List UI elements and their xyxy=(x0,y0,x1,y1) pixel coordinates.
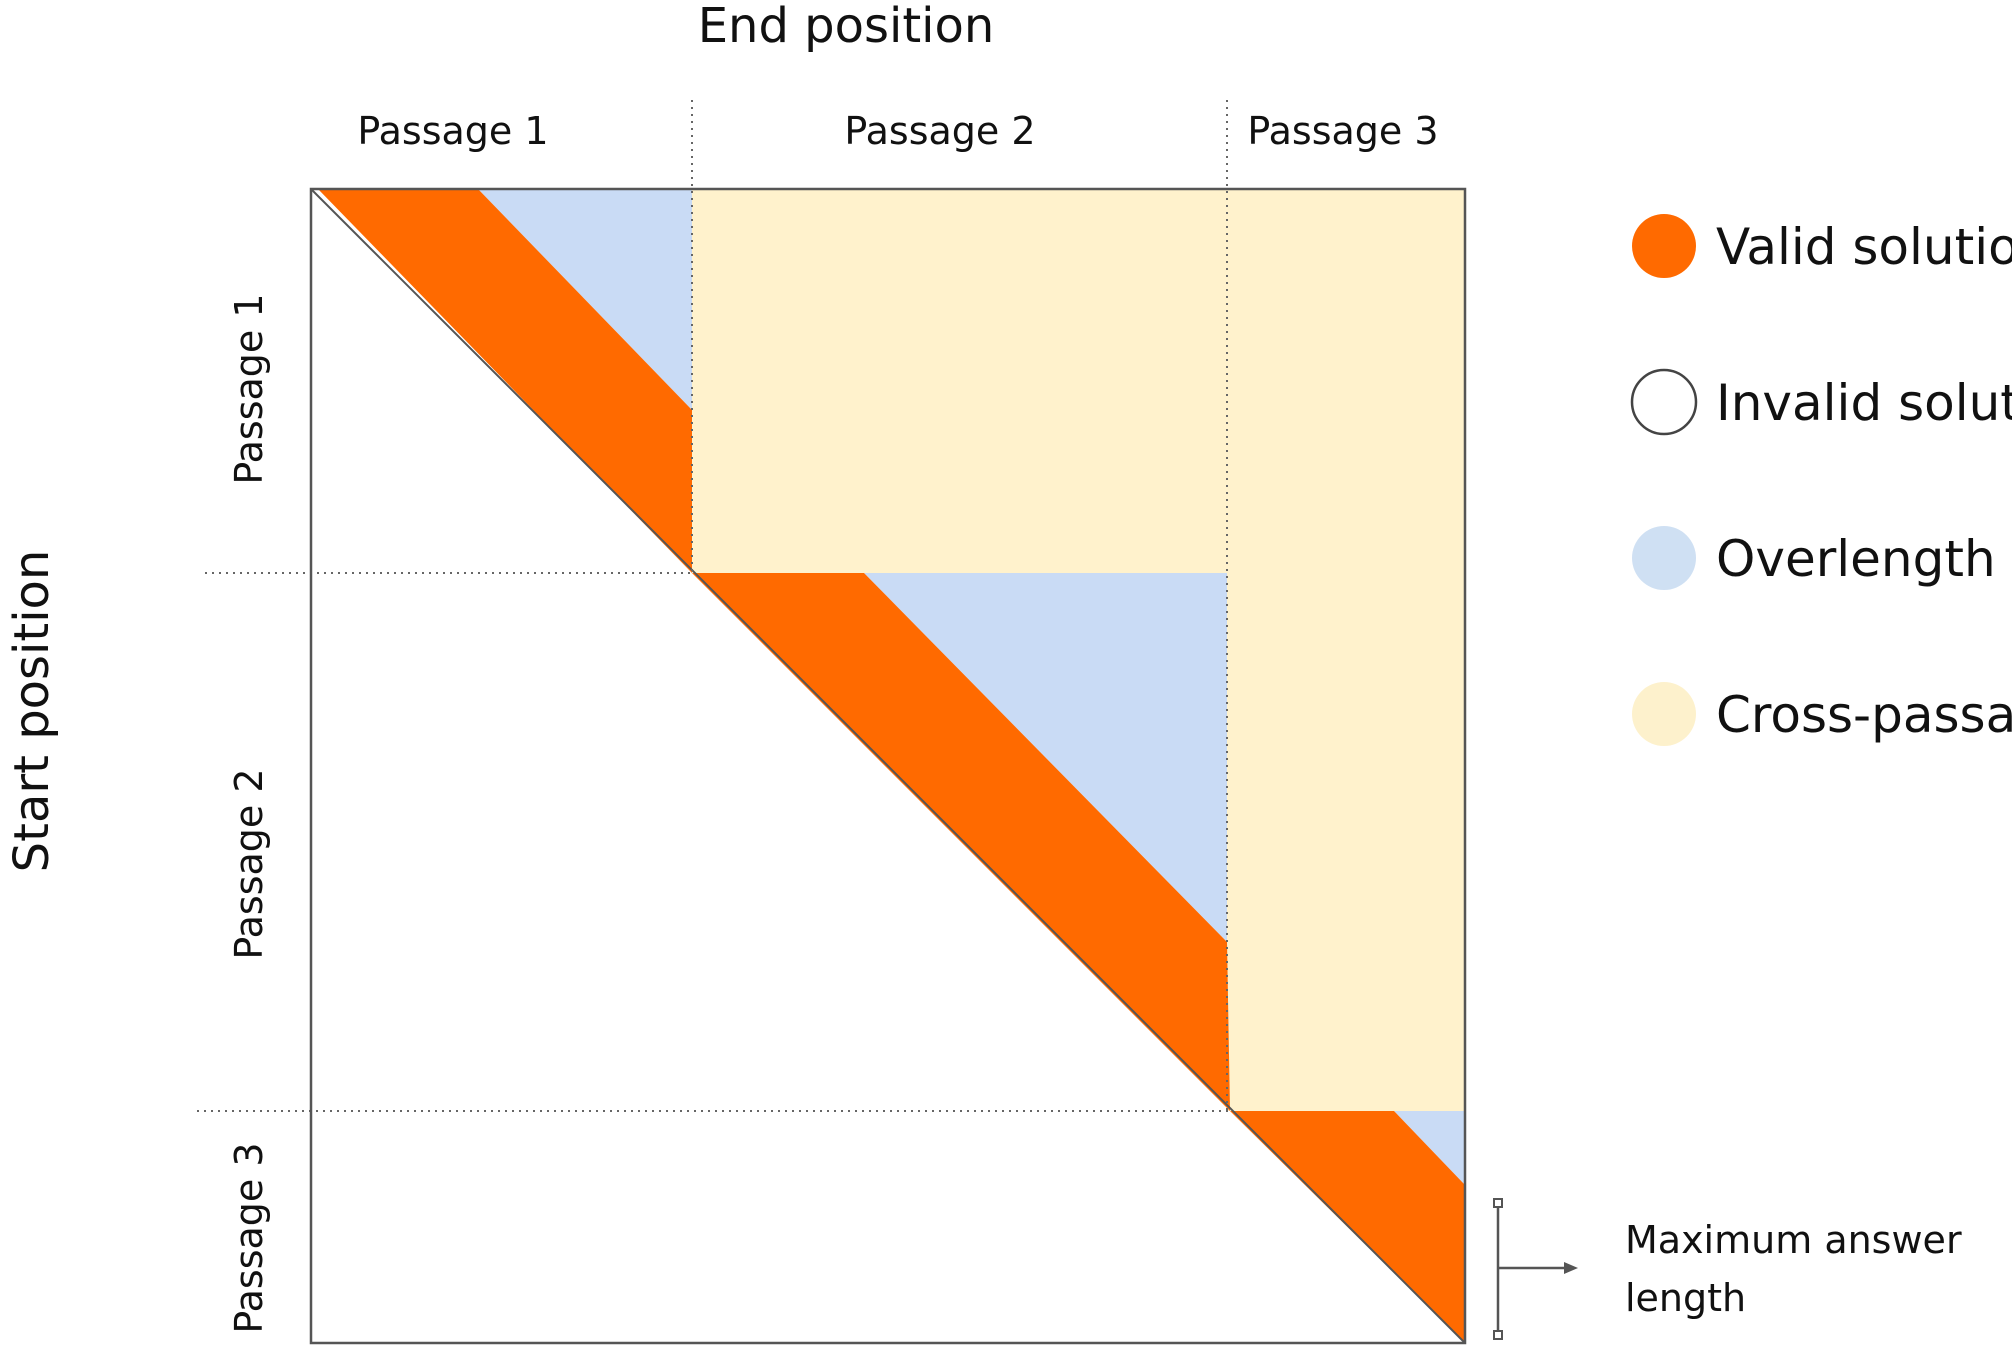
legend-item-invalid: Invalid solution xyxy=(1630,368,2012,436)
cross-passage-region-p3 xyxy=(1227,189,1465,1111)
legend-swatch-valid xyxy=(1632,214,1696,278)
valid-band-p2 xyxy=(692,573,1230,1111)
legend-item-overlength: Overlength xyxy=(1632,526,1996,590)
legend-label-cross-passage: Cross-passage xyxy=(1716,686,2012,744)
annotation-line-2: length xyxy=(1625,1276,1746,1320)
diagonal-line xyxy=(310,188,1466,1344)
x-axis-title: End position xyxy=(698,0,995,54)
legend-swatch-invalid xyxy=(1630,368,1698,436)
col-header-passage-2: Passage 2 xyxy=(844,109,1035,153)
legend-item-cross-passage: Cross-passage xyxy=(1632,682,2012,746)
legend-label-valid: Valid solution xyxy=(1716,218,2012,276)
cross-passage-region-p1-p2 xyxy=(692,189,1227,573)
bracket-arrow-head-icon xyxy=(1564,1262,1578,1274)
legend-swatch-cross-passage xyxy=(1632,682,1696,746)
legend-label-invalid: Invalid solution xyxy=(1716,374,2012,432)
row-header-passage-1: Passage 1 xyxy=(227,293,271,484)
bracket-bottom-handle xyxy=(1493,1330,1503,1340)
max-length-bracket xyxy=(1493,1198,1578,1340)
col-header-passage-1: Passage 1 xyxy=(357,109,548,153)
col-header-passage-3: Passage 3 xyxy=(1247,109,1438,153)
legend-swatch-overlength xyxy=(1632,526,1696,590)
row-header-passage-3: Passage 3 xyxy=(227,1142,271,1333)
bracket-top-handle xyxy=(1493,1198,1503,1208)
matrix-border xyxy=(309,187,1467,1345)
y-axis-title: Start position xyxy=(4,550,60,873)
legend: Valid solution Invalid solution Overleng… xyxy=(1630,214,2012,746)
legend-label-overlength: Overlength xyxy=(1716,530,1996,588)
row-header-passage-2: Passage 2 xyxy=(227,768,271,959)
annotation-line-1: Maximum answer xyxy=(1625,1218,1962,1262)
legend-item-valid: Valid solution xyxy=(1632,214,2012,278)
